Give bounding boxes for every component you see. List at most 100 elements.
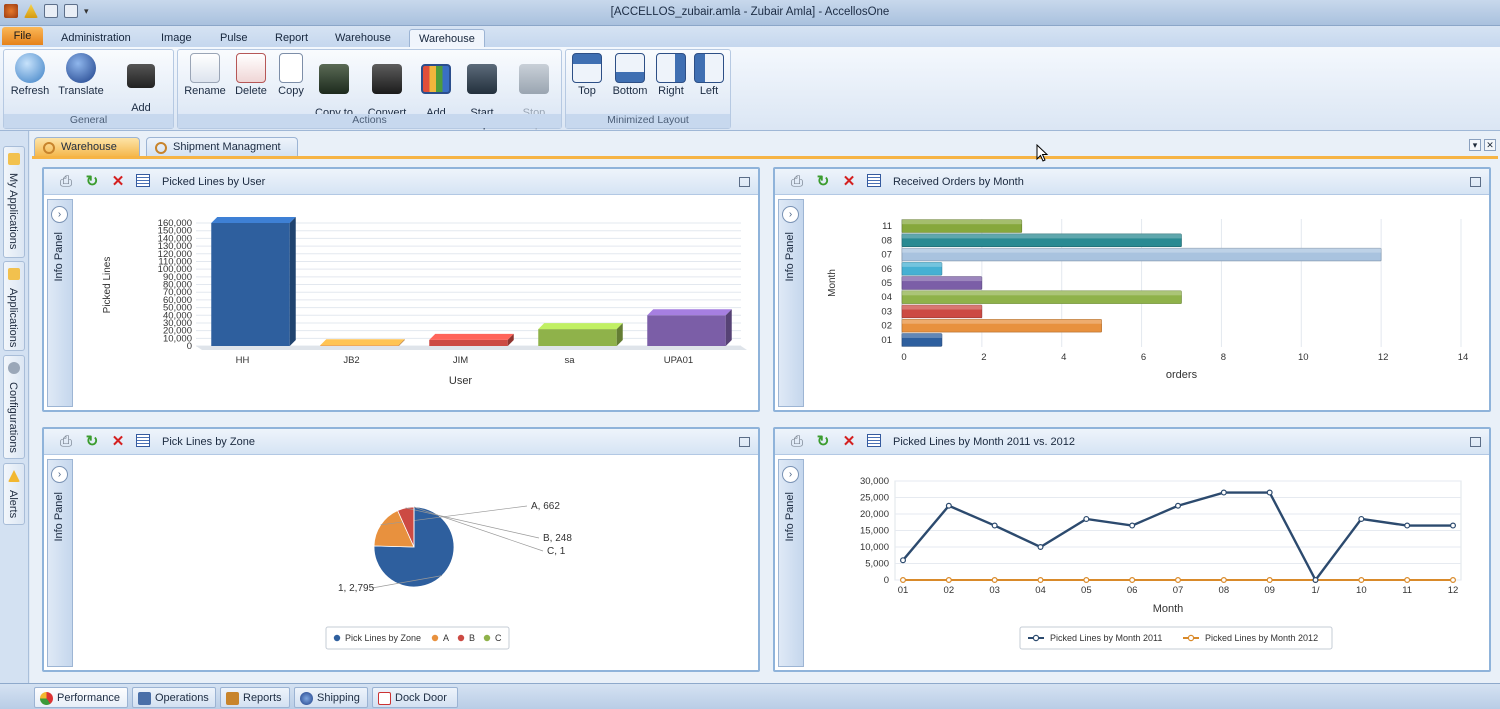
bar-03 (901, 304, 983, 319)
bar-highlight (902, 333, 942, 338)
copy-button[interactable]: Copy (274, 53, 308, 97)
layout-bottom-button[interactable]: Bottom (610, 53, 650, 97)
print-icon[interactable]: ⎙ (59, 173, 72, 190)
delete-icon (236, 53, 266, 83)
restore-icon[interactable] (1470, 177, 1481, 187)
refresh-button[interactable]: Refresh (9, 53, 51, 97)
close-icon[interactable]: ✕ (111, 173, 125, 190)
y-tick-label: 100,000 (158, 264, 192, 275)
x-tick-label: 2 (981, 352, 986, 363)
tab-administration[interactable]: Administration (61, 32, 131, 44)
print-icon[interactable]: ⎙ (790, 433, 803, 450)
info-panel[interactable]: › Info Panel (47, 459, 73, 667)
y-tick-label: 08 (881, 235, 892, 246)
panel-header: ⎙ ↻ ✕ Picked Lines by User (44, 169, 758, 195)
bar-top (320, 339, 405, 346)
mouse-cursor-icon (1036, 144, 1049, 162)
tab-pulse[interactable]: Pulse (220, 32, 248, 44)
settings-icon[interactable] (64, 4, 78, 18)
side-tab-configurations[interactable]: Configurations (3, 355, 25, 459)
pie-chart-icon (40, 692, 53, 705)
y-tick-label: 110,000 (158, 256, 192, 267)
hand-icon (155, 142, 167, 154)
bottom-tab-operations[interactable]: Operations (132, 687, 216, 708)
restore-icon[interactable] (739, 437, 750, 447)
rename-button[interactable]: Rename (182, 53, 228, 97)
tab-file[interactable]: File (2, 27, 43, 45)
layout-left-button[interactable]: Left (692, 53, 726, 97)
expand-icon[interactable]: › (51, 206, 68, 223)
grid-icon[interactable] (136, 434, 150, 447)
y-axis-label: Picked Lines (102, 257, 113, 314)
pie-leader-line (405, 507, 540, 539)
panel-received-orders-by-month: ⎙ ↻ ✕ Received Orders by Month › Info Pa… (773, 167, 1491, 412)
panel-title: Picked Lines by User (162, 176, 266, 188)
side-tab-applications[interactable]: Applications (3, 261, 25, 351)
y-tick-label: 30,000 (860, 476, 889, 487)
close-icon[interactable]: ✕ (842, 433, 856, 450)
expand-icon[interactable]: › (782, 466, 799, 483)
grid-icon[interactable] (136, 174, 150, 187)
y-tick-label: 04 (881, 292, 892, 303)
refresh-icon[interactable]: ↻ (816, 433, 830, 450)
data-point (1220, 489, 1227, 496)
y-tick-label: 06 (881, 264, 892, 275)
y-tick-label: 50,000 (163, 303, 192, 314)
bar-11 (901, 219, 1023, 233)
bottom-tab-reports[interactable]: Reports (220, 687, 290, 708)
tab-shipment-managment[interactable]: Shipment Managment (146, 137, 298, 157)
expand-icon[interactable]: › (782, 206, 799, 223)
tab-image[interactable]: Image (161, 32, 192, 44)
tab-warehouse-contextual[interactable]: Warehouse (409, 29, 485, 47)
info-panel[interactable]: › Info Panel (778, 459, 804, 667)
tab-warehouse[interactable]: Warehouse (335, 32, 391, 44)
bottom-tab-shipping[interactable]: Shipping (294, 687, 368, 708)
restore-icon[interactable] (739, 177, 750, 187)
workspace-window-controls: ▾ ✕ (1469, 139, 1496, 151)
pie-label: B, 248 (543, 533, 572, 544)
dropdown-icon[interactable]: ▾ (1469, 139, 1481, 151)
delete-button[interactable]: Delete (231, 53, 271, 97)
panel-title: Received Orders by Month (893, 176, 1024, 188)
chart-legend: Pick Lines by Zone A B C (325, 626, 510, 650)
tab-report[interactable]: Report (275, 32, 309, 44)
refresh-icon[interactable]: ↻ (85, 173, 99, 190)
bottom-tab-dock-door[interactable]: Dock Door (372, 687, 458, 708)
info-panel[interactable]: › Info Panel (778, 199, 804, 407)
data-point (991, 522, 998, 529)
panel-title: Pick Lines by Zone (162, 436, 255, 448)
x-tick-label: 08 (1219, 585, 1230, 596)
side-tab-my-applications[interactable]: My Applications (3, 146, 25, 258)
tab-warehouse-workspace[interactable]: Warehouse (34, 137, 140, 157)
data-point (899, 576, 906, 583)
grid-icon[interactable] (867, 434, 881, 447)
app-menu-icon[interactable] (4, 4, 18, 18)
grid-icon[interactable] (867, 174, 881, 187)
layout-top-button[interactable]: Top (570, 53, 604, 97)
data-point (1037, 576, 1044, 583)
panel-pick-lines-by-zone: ⎙ ↻ ✕ Pick Lines by Zone › Info Panel 1,… (42, 427, 760, 672)
layout-right-button[interactable]: Right (654, 53, 688, 97)
refresh-icon[interactable]: ↻ (85, 433, 99, 450)
bar-08 (901, 233, 1182, 248)
bar-highlight (902, 248, 1382, 253)
translate-button[interactable]: Translate (56, 53, 106, 97)
print-icon[interactable]: ⎙ (59, 433, 72, 450)
customize-qat-icon[interactable]: ▾ (84, 5, 89, 16)
restore-icon[interactable] (1470, 437, 1481, 447)
screen-icon[interactable] (44, 4, 58, 18)
pie-leader-line (413, 506, 544, 552)
close-icon[interactable]: ✕ (111, 433, 125, 450)
close-icon[interactable]: ✕ (1484, 139, 1496, 151)
close-icon[interactable]: ✕ (842, 173, 856, 190)
y-axis-label: Month (827, 269, 838, 297)
refresh-icon[interactable]: ↻ (816, 173, 830, 190)
print-icon[interactable]: ⎙ (790, 173, 803, 190)
ribbon: Refresh Translate Add Video Help General… (0, 47, 1500, 131)
info-panel[interactable]: › Info Panel (47, 199, 73, 407)
data-point (1266, 489, 1273, 496)
expand-icon[interactable]: › (51, 466, 68, 483)
y-tick-label: 130,000 (158, 241, 192, 252)
side-tab-alerts[interactable]: Alerts (3, 463, 25, 525)
bottom-tab-performance[interactable]: Performance (34, 687, 128, 708)
